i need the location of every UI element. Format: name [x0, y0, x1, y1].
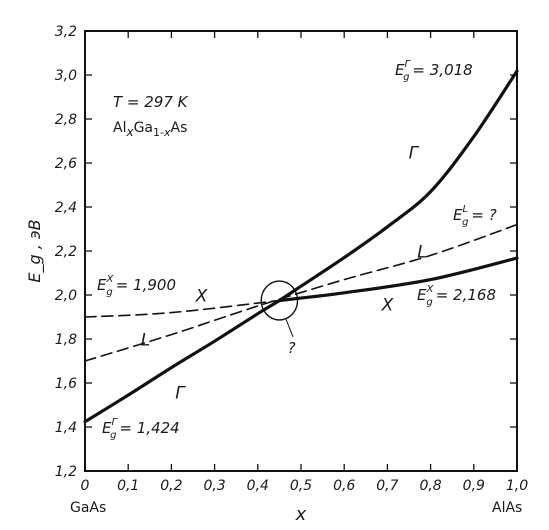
x-tick-label: 0,7 — [376, 478, 398, 494]
eg-gamma-top: EΓ g = 3,018 — [395, 59, 473, 83]
y-axis-label: E_g , эВ — [25, 219, 45, 282]
eg-l-right-sup: L — [462, 204, 468, 215]
y-axis-label-text: E_g , эВ — [25, 219, 45, 282]
curve-label: L — [141, 331, 150, 351]
composition-sub: 1- — [153, 126, 164, 139]
x-axis-label: x — [295, 504, 307, 525]
y-tick-label: 1,8 — [55, 332, 77, 348]
x-tick-label: 0,6 — [333, 478, 355, 494]
eg-x-right-sup: X — [425, 284, 434, 295]
x-tick-label: 0 — [81, 478, 90, 494]
eg-gamma-left-value: = 1,424 — [119, 419, 179, 437]
axis-tick-labels: 0 0,1 0,2 0,3 0,4 0,5 0,6 0,7 0,8 0,9 1,0 1,2 1,4 1,6… — [55, 24, 528, 494]
curve-label: X — [381, 295, 394, 315]
y-tick-label: 2,6 — [55, 156, 77, 172]
x-tick-label: 0,5 — [290, 478, 312, 494]
x-tick-label: 0,2 — [160, 478, 182, 494]
y-tick-label: 1,6 — [55, 376, 77, 392]
question-leader-line — [285, 318, 294, 337]
y-tick-label: 2,2 — [55, 244, 77, 260]
eg-gamma-top-sup: Γ — [404, 59, 411, 70]
y-tick-label: 3,0 — [55, 68, 77, 84]
curve-labels: Γ L X X L Γ — [141, 144, 427, 404]
question-mark: ? — [288, 339, 296, 357]
eg-x-right-sub: g — [426, 297, 432, 308]
eg-gamma-left-sub: g — [110, 430, 116, 441]
composition-ga: Ga — [134, 120, 153, 136]
composition-x2: x — [163, 126, 171, 139]
eg-x-left-e: E — [97, 276, 107, 294]
eg-l-right-value: = ? — [471, 206, 496, 224]
x-tick-label: 0,8 — [419, 478, 441, 494]
composition-al: Al — [113, 120, 126, 136]
series-X-dashed-line — [84, 299, 281, 318]
series-Γ-solid-line — [83, 69, 519, 424]
x-tick-label: 0,1 — [117, 478, 139, 494]
x-end-label-right: AlAs — [492, 500, 522, 516]
composition-x1: x — [125, 125, 134, 139]
composition-annotation: AlxGa1-xAs — [113, 120, 187, 139]
x-tick-label: 1,0 — [506, 478, 528, 494]
eg-gamma-left: EΓ g = 1,424 — [102, 417, 180, 441]
series-L-dashed-line — [84, 223, 518, 362]
axis-ticks — [84, 30, 518, 472]
eg-x-left-sup: X — [105, 274, 114, 285]
eg-gamma-top-value: = 3,018 — [412, 61, 472, 79]
y-tick-label: 1,4 — [55, 420, 77, 436]
eg-l-right-e: E — [453, 206, 463, 224]
x-tick-label: 0,3 — [203, 478, 225, 494]
x-end-label-left: GaAs — [70, 500, 106, 516]
eg-gamma-left-sup: Γ — [111, 417, 118, 428]
curve-label: L — [417, 243, 426, 263]
curve-label: Γ — [175, 383, 186, 403]
composition-as: As — [171, 120, 188, 136]
y-tick-label: 2,8 — [55, 112, 77, 128]
eg-x-right-value: = 2,168 — [436, 286, 496, 304]
eg-x-left: EX g = 1,900 — [97, 274, 176, 298]
eg-x-left-value: = 1,900 — [116, 276, 176, 294]
y-tick-label: 2,0 — [55, 288, 77, 304]
eg-x-right: EX g = 2,168 — [417, 284, 496, 308]
x-tick-label: 0,4 — [247, 478, 269, 494]
crossover-circle — [260, 280, 299, 321]
eg-gamma-left-e: E — [102, 419, 112, 437]
eg-gamma-top-sub: g — [403, 72, 409, 83]
eg-x-right-e: E — [417, 286, 427, 304]
temperature-annotation: T = 297 K — [113, 93, 189, 111]
y-tick-label: 3,2 — [55, 24, 77, 40]
eg-l-right-sub: g — [462, 217, 468, 228]
series-layer — [83, 69, 519, 424]
eg-gamma-top-e: E — [395, 61, 405, 79]
curve-label: Γ — [409, 144, 420, 164]
eg-x-left-sub: g — [106, 287, 112, 298]
x-tick-label: 0,9 — [463, 478, 485, 494]
y-tick-label: 2,4 — [55, 200, 77, 216]
eg-l-right: EL g = ? — [453, 204, 497, 228]
series-X-solid-line — [277, 256, 519, 303]
y-tick-label: 1,2 — [55, 464, 77, 480]
curve-label: X — [195, 287, 208, 307]
